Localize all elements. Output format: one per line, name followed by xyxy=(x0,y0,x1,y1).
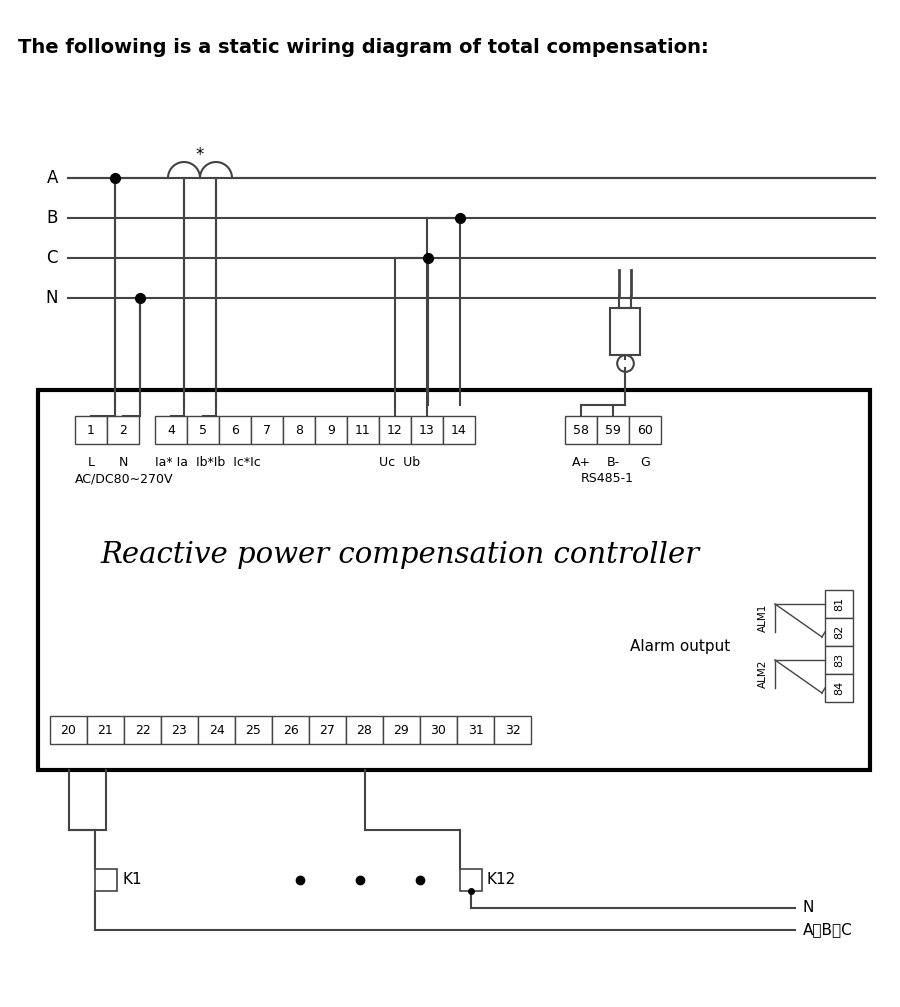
Text: 82: 82 xyxy=(834,625,844,639)
Text: B: B xyxy=(47,209,58,227)
Text: Reactive power compensation controller: Reactive power compensation controller xyxy=(100,541,699,569)
Text: 31: 31 xyxy=(468,723,483,736)
Bar xyxy=(825,618,853,646)
Text: 12: 12 xyxy=(387,424,403,436)
Text: 4: 4 xyxy=(167,424,175,436)
Text: RS485-1: RS485-1 xyxy=(581,472,634,485)
Text: ALM2: ALM2 xyxy=(758,660,768,688)
Text: 81: 81 xyxy=(834,597,844,611)
Bar xyxy=(460,869,482,891)
Text: K1: K1 xyxy=(122,872,141,887)
Bar xyxy=(187,416,219,444)
Text: The following is a static wiring diagram of total compensation:: The following is a static wiring diagram… xyxy=(18,38,709,57)
Text: 84: 84 xyxy=(834,681,844,695)
Text: 23: 23 xyxy=(172,723,187,736)
Text: A+: A+ xyxy=(572,456,590,469)
Bar xyxy=(610,308,640,355)
Bar xyxy=(597,416,629,444)
Bar xyxy=(161,716,198,744)
Text: 32: 32 xyxy=(505,723,520,736)
Text: 29: 29 xyxy=(393,723,410,736)
Text: A或B或C: A或B或C xyxy=(803,922,853,938)
Bar xyxy=(155,416,187,444)
Bar xyxy=(219,416,251,444)
Text: 58: 58 xyxy=(573,424,589,436)
Bar xyxy=(309,716,346,744)
Bar xyxy=(235,716,272,744)
Text: 22: 22 xyxy=(135,723,150,736)
Bar xyxy=(251,416,283,444)
Text: C: C xyxy=(47,249,58,267)
Text: K12: K12 xyxy=(487,872,517,887)
Bar xyxy=(825,646,853,674)
Bar xyxy=(494,716,531,744)
Bar xyxy=(411,416,443,444)
Bar xyxy=(75,416,107,444)
Text: 24: 24 xyxy=(209,723,224,736)
Text: 30: 30 xyxy=(430,723,446,736)
Bar xyxy=(443,416,475,444)
Bar xyxy=(95,869,117,891)
Bar xyxy=(629,416,661,444)
Text: 7: 7 xyxy=(263,424,271,436)
Text: L: L xyxy=(87,456,94,469)
Bar xyxy=(50,716,87,744)
Bar xyxy=(124,716,161,744)
Text: 60: 60 xyxy=(637,424,652,436)
Bar xyxy=(379,416,411,444)
Bar xyxy=(383,716,420,744)
Bar xyxy=(107,416,139,444)
Text: 11: 11 xyxy=(356,424,371,436)
Text: Ia* Ia  Ib*Ib  Ic*Ic: Ia* Ia Ib*Ib Ic*Ic xyxy=(155,456,261,469)
Bar xyxy=(315,416,347,444)
Text: 5: 5 xyxy=(199,424,207,436)
Bar xyxy=(198,716,235,744)
Text: Uc  Ub: Uc Ub xyxy=(379,456,420,469)
Text: N: N xyxy=(803,900,815,915)
Text: 1: 1 xyxy=(87,424,94,436)
Text: 9: 9 xyxy=(327,424,335,436)
Bar xyxy=(347,416,379,444)
Text: Alarm output: Alarm output xyxy=(630,638,730,654)
Bar xyxy=(825,590,853,618)
Text: *: * xyxy=(196,146,204,164)
Text: 2: 2 xyxy=(119,424,127,436)
Bar xyxy=(457,716,494,744)
Text: 20: 20 xyxy=(60,723,76,736)
Bar xyxy=(87,716,124,744)
Bar xyxy=(346,716,383,744)
Text: 8: 8 xyxy=(295,424,303,436)
Bar xyxy=(38,390,870,770)
Text: N: N xyxy=(118,456,128,469)
Bar xyxy=(825,674,853,702)
Text: A: A xyxy=(47,169,58,187)
Bar xyxy=(565,416,597,444)
Bar xyxy=(420,716,457,744)
Text: N: N xyxy=(46,289,58,307)
Text: ALM1: ALM1 xyxy=(758,604,768,632)
Text: 13: 13 xyxy=(419,424,435,436)
Text: 25: 25 xyxy=(246,723,261,736)
Text: G: G xyxy=(640,456,650,469)
Text: 21: 21 xyxy=(97,723,113,736)
Text: B-: B- xyxy=(607,456,619,469)
Text: 14: 14 xyxy=(451,424,467,436)
Text: 83: 83 xyxy=(834,653,844,667)
Text: 28: 28 xyxy=(356,723,373,736)
Text: 26: 26 xyxy=(283,723,299,736)
Text: 27: 27 xyxy=(320,723,336,736)
Bar xyxy=(283,416,315,444)
Text: 6: 6 xyxy=(231,424,239,436)
Bar xyxy=(272,716,309,744)
Text: AC/DC80∼270V: AC/DC80∼270V xyxy=(75,472,174,485)
Text: 59: 59 xyxy=(605,424,621,436)
